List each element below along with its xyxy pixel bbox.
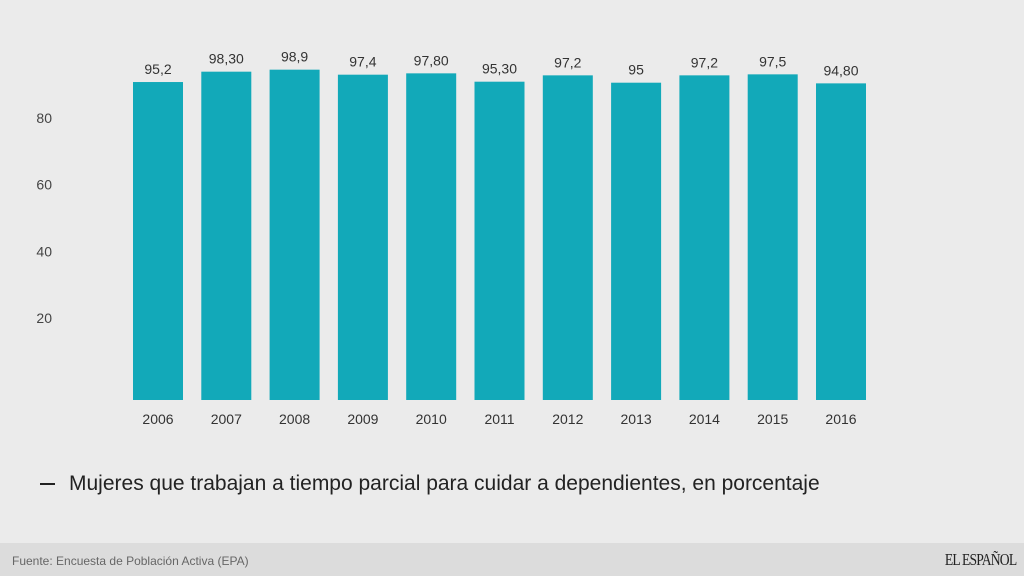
x-tick-label: 2015 xyxy=(757,411,788,427)
footer: Fuente: Encuesta de Población Activa (EP… xyxy=(0,543,1024,576)
data-label: 97,80 xyxy=(414,52,449,68)
y-tick-label: 20 xyxy=(36,310,52,326)
bar xyxy=(816,83,866,401)
bar xyxy=(679,75,730,401)
bar xyxy=(542,75,593,401)
bar xyxy=(406,73,457,401)
x-tick-label: 2012 xyxy=(552,411,583,427)
y-tick-label: 40 xyxy=(36,243,52,259)
x-tick-label: 2007 xyxy=(211,411,242,427)
data-label: 97,4 xyxy=(349,54,376,70)
x-tick-label: 2011 xyxy=(484,411,514,427)
legend-label: Mujeres que trabajan a tiempo parcial pa… xyxy=(69,472,820,495)
data-label: 97,2 xyxy=(691,54,718,70)
bar-chart: 20 40 60 80 95,2 2006 98,30 2007 98,9 2008 97,4 200… xyxy=(36,49,866,427)
brand-logo: EL ESPAÑOL xyxy=(944,550,1017,569)
data-label: 97,2 xyxy=(554,54,581,70)
x-tick-label: 2009 xyxy=(347,411,378,427)
bar xyxy=(747,74,798,400)
data-label: 98,30 xyxy=(209,51,244,67)
x-tick-label: 2010 xyxy=(416,411,447,427)
x-tick-label: 2008 xyxy=(279,411,310,427)
x-tick-label: 2006 xyxy=(142,411,173,427)
bar xyxy=(474,81,525,400)
data-label: 95,30 xyxy=(482,61,517,77)
data-label: 97,5 xyxy=(759,53,786,69)
x-tick-label: 2014 xyxy=(689,411,720,427)
bar xyxy=(201,71,252,400)
legend: Mujeres que trabajan a tiempo parcial pa… xyxy=(40,472,820,496)
legend-marker xyxy=(40,483,55,485)
bar xyxy=(337,74,388,401)
y-tick-label: 80 xyxy=(36,110,52,126)
x-tick-label: 2016 xyxy=(825,411,856,427)
bar xyxy=(611,82,662,400)
data-label: 94,80 xyxy=(823,62,858,78)
data-label: 98,9 xyxy=(281,49,308,65)
data-label: 95 xyxy=(628,62,644,78)
y-tick-label: 60 xyxy=(36,177,52,193)
bar xyxy=(269,69,320,400)
data-label: 95,2 xyxy=(144,61,171,77)
source-text: Fuente: Encuesta de Población Activa (EP… xyxy=(12,554,249,568)
x-tick-label: 2013 xyxy=(621,411,652,427)
bar xyxy=(133,82,183,401)
